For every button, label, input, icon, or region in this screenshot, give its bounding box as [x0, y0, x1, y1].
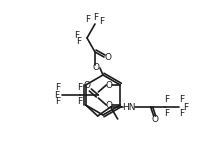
Text: F: F: [179, 95, 184, 105]
Text: F: F: [164, 95, 169, 105]
Text: O: O: [106, 81, 113, 89]
Text: F: F: [77, 36, 82, 46]
Text: F: F: [77, 97, 82, 106]
Text: F: F: [77, 84, 82, 92]
Text: F: F: [74, 32, 80, 41]
Text: O: O: [104, 52, 111, 62]
Text: O: O: [151, 116, 158, 125]
Text: F: F: [183, 103, 188, 111]
Text: F: F: [164, 109, 169, 119]
Text: HN: HN: [122, 103, 135, 111]
Text: F: F: [55, 97, 60, 106]
Text: O: O: [84, 81, 91, 89]
Text: F: F: [85, 16, 90, 24]
Text: F: F: [55, 84, 60, 92]
Text: O: O: [106, 100, 113, 109]
Text: F: F: [179, 109, 184, 119]
Text: F: F: [94, 13, 99, 22]
Text: O: O: [92, 62, 99, 71]
Text: F: F: [54, 90, 59, 100]
Text: F: F: [99, 16, 105, 25]
